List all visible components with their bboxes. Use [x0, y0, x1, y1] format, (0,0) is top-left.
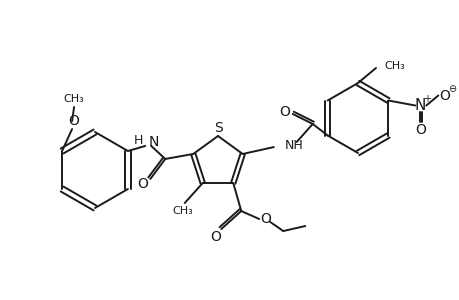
Text: O: O [68, 114, 79, 128]
Text: CH₃: CH₃ [383, 61, 404, 71]
Text: CH₃: CH₃ [172, 206, 193, 216]
Text: H: H [134, 134, 143, 148]
Text: O: O [438, 88, 449, 103]
Text: S: S [214, 121, 223, 135]
Text: O: O [136, 177, 147, 191]
Text: ⊖: ⊖ [447, 83, 455, 94]
Text: +: + [422, 94, 431, 103]
Text: NH: NH [284, 140, 303, 152]
Text: O: O [259, 212, 270, 226]
Text: O: O [279, 105, 290, 119]
Text: N: N [148, 135, 158, 149]
Text: N: N [414, 98, 425, 113]
Text: O: O [414, 122, 425, 136]
Text: O: O [209, 230, 220, 244]
Text: CH₃: CH₃ [64, 94, 84, 104]
